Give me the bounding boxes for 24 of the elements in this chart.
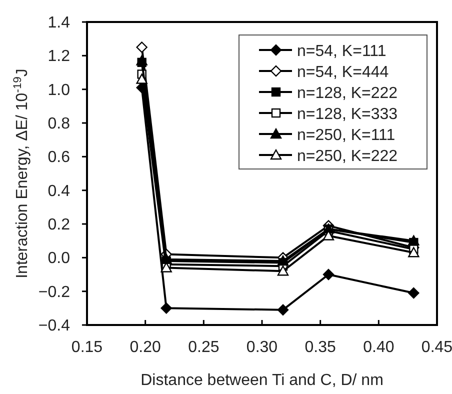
y-tick-label: 0.2: [48, 216, 70, 234]
y-tick-label: 0.4: [48, 182, 70, 200]
legend-label: n=54, K=111: [297, 43, 386, 60]
x-tick-label: 0.40: [363, 339, 394, 356]
legend-label: n=54, K=444: [297, 64, 389, 81]
legend-label: n=128, K=222: [297, 85, 398, 102]
legend-label: n=128, K=333: [297, 106, 398, 123]
x-axis-title: Distance between Ti and C, D/ nm: [140, 372, 384, 389]
x-tick-label: 0.15: [71, 339, 103, 356]
x-tick-label: 0.45: [421, 339, 452, 356]
x-tick-label: 0.25: [188, 339, 220, 356]
y-tick-label: −0.2: [38, 284, 70, 301]
legend-label: n=250, K=111: [297, 127, 396, 144]
y-tick-label: 0.8: [48, 116, 70, 132]
legend-label: n=250, K=222: [297, 148, 398, 165]
y-tick-label: 0.6: [48, 149, 70, 166]
x-tick-label: 0.20: [130, 339, 162, 356]
y-tick-label: 1.0: [48, 82, 70, 99]
y-tick-label: 0.0: [48, 250, 70, 268]
y-tick-label: 1.4: [48, 14, 70, 32]
y-tick-label: 1.2: [48, 48, 70, 66]
x-tick-label: 0.30: [246, 339, 278, 356]
y-tick-label: −0.4: [38, 318, 70, 334]
x-tick-label: 0.35: [304, 339, 336, 356]
